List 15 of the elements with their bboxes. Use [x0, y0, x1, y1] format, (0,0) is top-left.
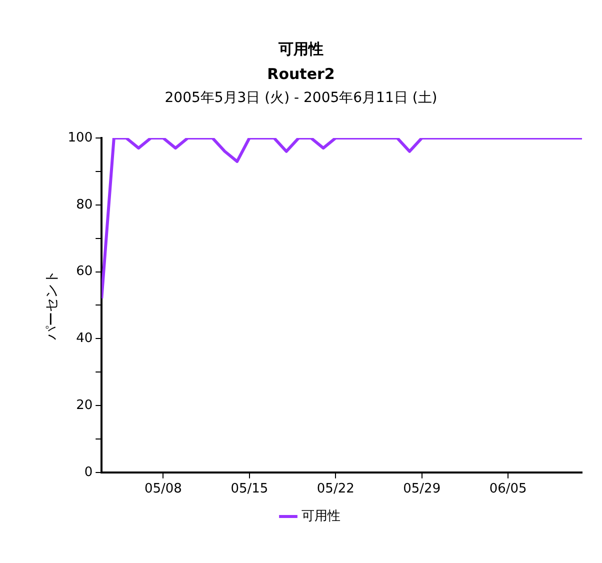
- y-tick-label: 0: [84, 464, 93, 480]
- legend-label: 可用性: [301, 508, 340, 524]
- chart-title: 可用性: [278, 39, 324, 60]
- y-tick-label: 20: [76, 398, 93, 413]
- x-tick-label: 05/15: [230, 482, 268, 497]
- chart-subtitle: Router2 2005年5月3日 (火) - 2005年6月11日 (土): [164, 64, 438, 108]
- x-tick-label: 05/22: [316, 482, 354, 497]
- y-tick-label: 40: [76, 331, 93, 346]
- y-tick-label: 60: [76, 264, 93, 280]
- x-tick-label: 05/08: [144, 482, 182, 497]
- y-axis-title: パーセント: [44, 270, 60, 342]
- y-tick-label: 100: [68, 130, 93, 146]
- x-tick-label: 05/29: [403, 482, 441, 497]
- x-tick-label: 06/05: [489, 482, 527, 497]
- y-tick-label: 80: [76, 197, 93, 212]
